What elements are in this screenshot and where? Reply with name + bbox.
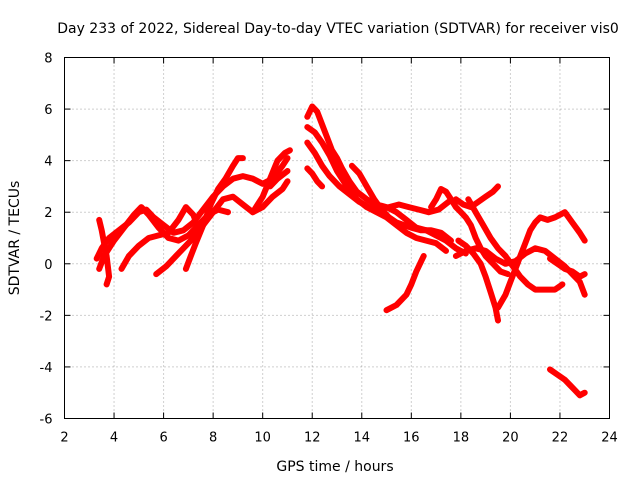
series-arc-7: [249, 147, 293, 216]
series-arc-21: [547, 255, 588, 280]
x-axis-label: GPS time / hours: [276, 459, 393, 475]
y-tick-label: 8: [44, 52, 52, 67]
x-tick-label: 18: [453, 431, 470, 446]
x-tick-label: 20: [502, 431, 519, 446]
x-tick-label: 2: [60, 431, 68, 446]
tick-marks: [64, 57, 610, 419]
series-arc-15: [428, 186, 511, 278]
series-arc-16: [452, 183, 501, 211]
data-series: [93, 103, 588, 399]
series-arc-22: [547, 366, 588, 399]
x-tick-label: 4: [110, 431, 118, 446]
x-tick-label: 12: [304, 431, 321, 446]
y-tick-label: -4: [40, 361, 53, 376]
series-arc-8: [267, 168, 291, 190]
x-tick-label: 22: [552, 431, 569, 446]
chart-title: Day 233 of 2022, Sidereal Day-to-day VTE…: [57, 21, 619, 37]
y-tick-label: 2: [44, 206, 52, 221]
y-tick-labels: 8 6 4 2 0 -2 -4 -6: [40, 52, 53, 428]
x-tick-label: 8: [209, 431, 217, 446]
plot-frame: [64, 57, 610, 419]
y-tick-label: -2: [40, 309, 53, 324]
x-tick-label: 10: [254, 431, 271, 446]
series-arc-17: [455, 237, 501, 324]
y-tick-label: 0: [44, 258, 52, 273]
series-arc-12: [304, 139, 452, 216]
series-arc-20: [495, 209, 588, 311]
x-tick-label: 14: [353, 431, 370, 446]
series-arc-14: [383, 253, 427, 314]
y-tick-label: 4: [44, 155, 52, 170]
series-arc-19: [465, 196, 566, 293]
y-tick-label: 6: [44, 103, 52, 118]
x-tick-label: 16: [403, 431, 420, 446]
gridlines: [64, 57, 610, 419]
x-tick-labels: 2 4 6 8 10 12 14 16 18 20 22 24: [60, 431, 617, 446]
y-tick-label: -6: [40, 413, 53, 428]
series-arc-5: [153, 178, 291, 278]
series-arc-4: [118, 204, 202, 272]
x-tick-label: 24: [601, 431, 618, 446]
series-arc-13: [348, 162, 454, 244]
x-tick-label: 6: [159, 431, 167, 446]
y-axis-label: SDTVAR / TECUs: [7, 181, 23, 296]
series-arc-6: [182, 155, 246, 272]
series-arc-9: [304, 165, 326, 190]
